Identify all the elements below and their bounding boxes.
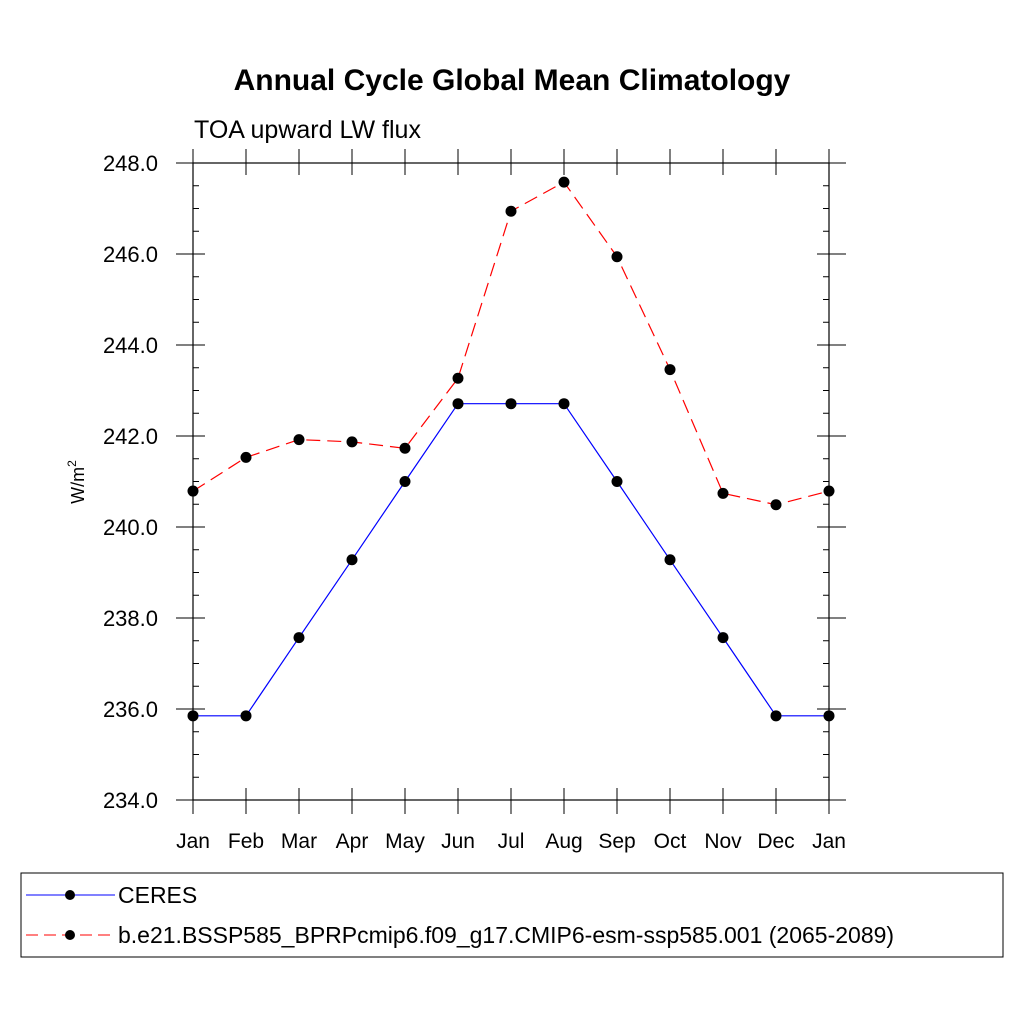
data-point-ceres	[717, 632, 729, 644]
x-tick-label: Apr	[336, 830, 369, 853]
data-point-model	[717, 487, 729, 499]
legend-marker-ceres	[65, 890, 75, 900]
x-tick-label: Sep	[598, 830, 635, 853]
minor-ticks	[193, 162, 829, 801]
data-point-ceres	[346, 554, 358, 566]
y-tick-label: 238.0	[103, 606, 158, 631]
x-tick-label: Jan	[176, 830, 210, 853]
y-tick-label: 246.0	[103, 242, 158, 267]
x-tick-label: Oct	[654, 830, 687, 853]
chart-subtitle: TOA upward LW flux	[194, 116, 421, 144]
data-point-model	[611, 251, 623, 263]
y-tick-label: 244.0	[103, 333, 158, 358]
x-tick-label: Aug	[545, 830, 582, 853]
data-point-ceres	[399, 476, 411, 487]
x-tick-label: May	[385, 830, 425, 853]
svg-text:W/m2: W/m2	[65, 460, 88, 504]
x-tick-label: Jun	[441, 830, 475, 853]
data-point-ceres	[452, 398, 464, 410]
data-point-model	[399, 442, 411, 454]
data-point-model	[346, 436, 358, 448]
y-axis-label: W/m2	[65, 460, 88, 504]
y-axis-label-text: W/m	[68, 467, 88, 504]
y-tick-label: 234.0	[103, 788, 158, 813]
x-tick-label: Dec	[757, 830, 794, 853]
data-point-ceres	[558, 398, 570, 410]
legend-label-ceres: CERES	[118, 882, 197, 908]
x-tick-label: Jan	[812, 830, 846, 853]
legend-box	[20, 872, 1004, 958]
series-line-ceres	[193, 403, 829, 717]
chart-title: Annual Cycle Global Mean Climatology	[234, 64, 791, 97]
x-tick-label: Nov	[704, 830, 742, 853]
plot-frame	[192, 162, 830, 801]
data-point-model	[240, 451, 252, 463]
legend-label-model: b.e21.BSSP585_BPRPcmip6.f09_g17.CMIP6-es…	[118, 922, 894, 948]
data-point-ceres	[611, 476, 623, 487]
data-point-ceres	[770, 710, 782, 722]
x-tick-label: Feb	[228, 830, 264, 853]
x-tick-label: Mar	[281, 830, 317, 853]
data-point-model	[558, 176, 570, 188]
data-point-model	[452, 372, 464, 384]
data-point-ceres	[240, 710, 252, 722]
data-point-model	[293, 434, 305, 446]
major-ticks	[176, 149, 846, 814]
data-point-ceres	[664, 554, 676, 566]
series-markers	[187, 176, 835, 722]
data-point-ceres	[293, 632, 305, 644]
y-tick-label: 248.0	[103, 151, 158, 176]
x-tick-label: Jul	[498, 830, 525, 853]
data-point-model	[664, 364, 676, 376]
data-point-model	[770, 499, 782, 511]
legend: CERES b.e21.BSSP585_BPRPcmip6.f09_g17.CM…	[20, 872, 1004, 958]
legend-marker-model	[65, 930, 75, 940]
y-tick-labels: 234.0 236.0 238.0 240.0 242.0 244.0 246.0 248.0	[103, 151, 158, 813]
data-point-model	[505, 205, 517, 217]
y-tick-label: 242.0	[103, 424, 158, 449]
series-line-model	[192, 181, 830, 506]
y-tick-label: 236.0	[103, 697, 158, 722]
data-point-ceres	[505, 398, 517, 410]
y-axis-label-superscript: 2	[65, 460, 79, 467]
x-tick-labels: Jan Feb Mar Apr May Jun Jul Aug Sep Oct Nov Dec Jan	[176, 830, 846, 853]
y-tick-label: 240.0	[103, 515, 158, 540]
series-lines	[192, 181, 830, 717]
